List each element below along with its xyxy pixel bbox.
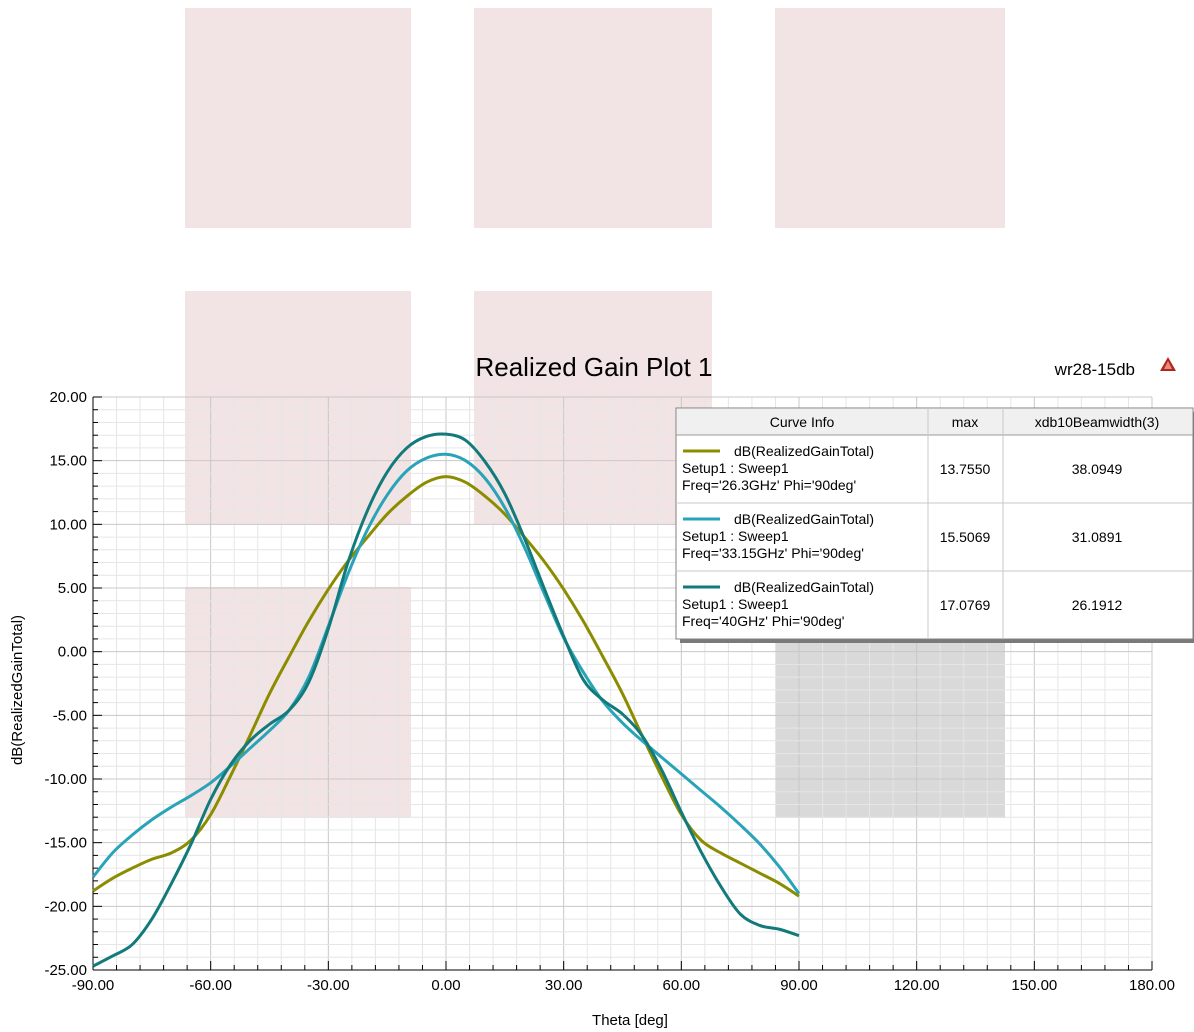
x-tick-label: 30.00 (545, 977, 583, 994)
y-tick-label: 10.00 (49, 516, 87, 533)
legend-row-2-line3: Freq='33.15GHz' Phi='90deg' (682, 545, 864, 561)
x-tick-label: 150.00 (1011, 977, 1057, 994)
legend-row-3-line2: Setup1 : Sweep1 (682, 596, 789, 612)
x-tick-label: -30.00 (307, 977, 350, 994)
legend-row-1-beamwidth: 38.0949 (1072, 461, 1123, 477)
legend-row-3-line1: dB(RealizedGainTotal) (734, 579, 874, 595)
series-layer (91, 432, 801, 968)
legend-row-1-line1: dB(RealizedGainTotal) (734, 443, 874, 459)
x-tick-label: 90.00 (780, 977, 818, 994)
legend-table: Curve Info max xdb10Beamwidth(3) dB(Real… (675, 407, 1194, 643)
x-tick-label: 180.00 (1129, 977, 1175, 994)
y-tick-label: -10.00 (44, 771, 87, 788)
legend-row-1-line3: Freq='26.3GHz' Phi='90deg' (682, 477, 856, 493)
chart-title: Realized Gain Plot 1 (475, 352, 712, 382)
legend-header-max: max (952, 414, 978, 430)
legend-row-3-beamwidth: 26.1912 (1072, 597, 1123, 613)
legend-row-3-line3: Freq='40GHz' Phi='90deg' (682, 613, 844, 629)
y-tick-label: -25.00 (44, 962, 87, 979)
x-tick-label: 0.00 (431, 977, 460, 994)
design-name: wr28-15db (1054, 360, 1135, 379)
y-tick-labels: 20.00 15.00 10.00 5.00 0.00 -5.00 -10.00 -15.00… (44, 389, 87, 979)
y-tick-label: 0.00 (58, 644, 87, 661)
series-line-2 (91, 452, 801, 895)
x-tick-label: -60.00 (189, 977, 232, 994)
plot-axes (92, 396, 1153, 971)
legend-row-1-max: 13.7550 (940, 461, 991, 477)
y-tick-label: 15.00 (49, 453, 87, 470)
legend-header-curve-info: Curve Info (770, 414, 835, 430)
x-tick-label: 120.00 (894, 977, 940, 994)
series-line-3 (92, 432, 800, 968)
legend-row-2-line2: Setup1 : Sweep1 (682, 528, 789, 544)
x-axis-label: Theta [deg] (592, 1012, 668, 1029)
x-tick-labels: -90.00 -60.00 -30.00 0.00 30.00 60.00 90.00 120… (72, 977, 1175, 994)
y-tick-label: 5.00 (58, 580, 87, 597)
y-tick-label: -20.00 (44, 898, 87, 915)
legend-row-3-max: 17.0769 (940, 597, 991, 613)
y-tick-label: -15.00 (44, 835, 87, 852)
legend-row-2-line1: dB(RealizedGainTotal) (734, 511, 874, 527)
legend-row-2-beamwidth: 31.0891 (1072, 529, 1123, 545)
hfss-logo-icon (1160, 357, 1176, 371)
legend-row-2-max: 15.5069 (940, 529, 991, 545)
legend-row-1-line2: Setup1 : Sweep1 (682, 460, 789, 476)
x-tick-label: 60.00 (663, 977, 701, 994)
y-tick-label: -5.00 (53, 707, 87, 724)
y-axis-label: dB(RealizedGainTotal) (9, 615, 26, 765)
y-tick-label: 20.00 (49, 389, 87, 406)
x-tick-label: -90.00 (72, 977, 115, 994)
legend-header-beamwidth: xdb10Beamwidth(3) (1035, 414, 1160, 430)
